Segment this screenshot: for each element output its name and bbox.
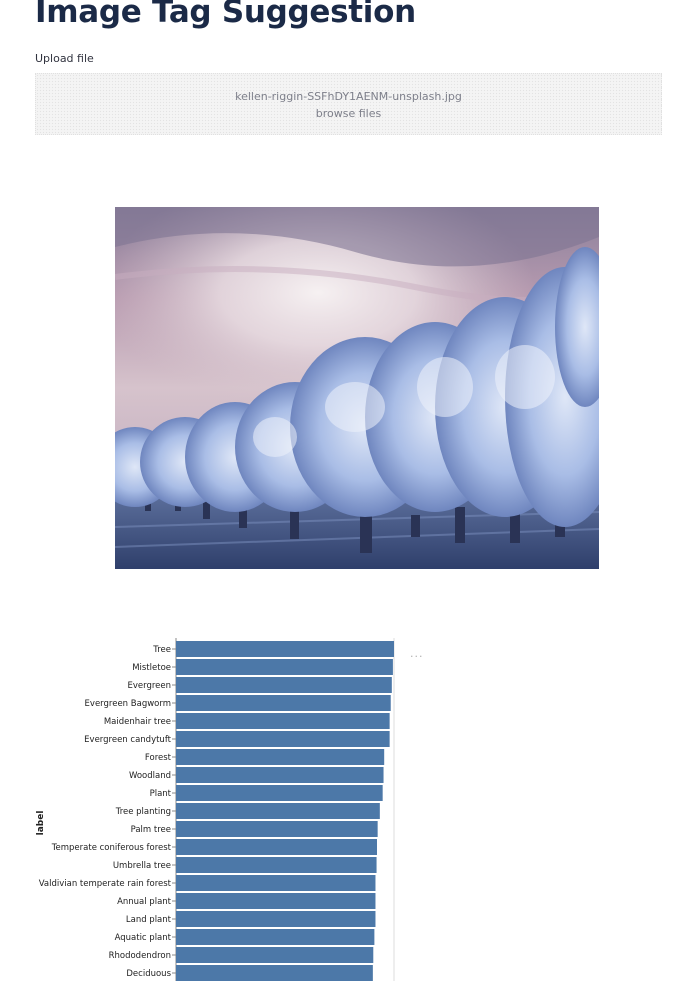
y-tick-label: Evergreen candytuft bbox=[84, 735, 171, 745]
bar[interactable] bbox=[176, 785, 383, 801]
bar[interactable] bbox=[176, 839, 377, 855]
y-tick-label: Maidenhair tree bbox=[104, 717, 171, 727]
bar[interactable] bbox=[176, 677, 392, 693]
y-tick-label: Tree planting bbox=[115, 807, 171, 817]
orchard-photo bbox=[115, 207, 599, 569]
file-dropzone[interactable]: kellen-riggin-SSFhDY1AENM-unsplash.jpg b… bbox=[35, 73, 662, 135]
bar[interactable] bbox=[176, 893, 376, 909]
y-tick-label: Plant bbox=[150, 789, 172, 799]
bar[interactable] bbox=[176, 767, 384, 783]
bar[interactable] bbox=[176, 749, 385, 765]
bar[interactable] bbox=[176, 713, 390, 729]
bar[interactable] bbox=[176, 875, 376, 891]
bar[interactable] bbox=[176, 911, 376, 927]
bar[interactable] bbox=[176, 731, 390, 747]
y-tick-label: Deciduous bbox=[126, 969, 171, 979]
bar[interactable] bbox=[176, 641, 394, 657]
y-tick-label: Tree bbox=[152, 645, 171, 655]
y-tick-label: Aquatic plant bbox=[115, 933, 172, 943]
browse-files-button[interactable]: browse files bbox=[315, 107, 382, 120]
tag-score-chart: Tree Mistletoe Evergreen Evergreen Bagworm M… bbox=[30, 638, 480, 981]
y-tick-label: Evergreen Bagworm bbox=[85, 699, 171, 709]
y-tick-label: Rhododendron bbox=[109, 951, 171, 961]
y-tick-label: Forest bbox=[145, 753, 172, 763]
uploaded-image bbox=[115, 207, 599, 569]
y-tick-label: Umbrella tree bbox=[113, 861, 171, 871]
bar[interactable] bbox=[176, 857, 377, 873]
y-tick-label: Valdivian temperate rain forest bbox=[39, 879, 172, 889]
y-axis-title: label bbox=[36, 811, 46, 836]
y-tick-label: Temperate coniferous forest bbox=[51, 843, 172, 853]
page-title: Image Tag Suggestion bbox=[35, 0, 416, 30]
bar[interactable] bbox=[176, 929, 375, 945]
y-tick-label: Land plant bbox=[126, 915, 172, 925]
upload-label: Upload file bbox=[35, 52, 94, 65]
y-tick-label: Annual plant bbox=[117, 897, 172, 907]
bar[interactable] bbox=[176, 803, 380, 819]
bar[interactable] bbox=[176, 965, 373, 981]
y-tick-label: Mistletoe bbox=[132, 663, 171, 673]
y-tick-label: Woodland bbox=[129, 771, 171, 781]
bar[interactable] bbox=[176, 695, 391, 711]
bar[interactable] bbox=[176, 947, 374, 963]
y-tick-label: Evergreen bbox=[127, 681, 171, 691]
bar-chart: Tree Mistletoe Evergreen Evergreen Bagworm M… bbox=[36, 638, 395, 981]
bar[interactable] bbox=[176, 659, 393, 675]
bar[interactable] bbox=[176, 821, 378, 837]
chart-menu-button[interactable]: ··· bbox=[410, 650, 424, 663]
uploaded-filename: kellen-riggin-SSFhDY1AENM-unsplash.jpg bbox=[235, 90, 462, 103]
y-tick-label: Palm tree bbox=[131, 825, 171, 835]
